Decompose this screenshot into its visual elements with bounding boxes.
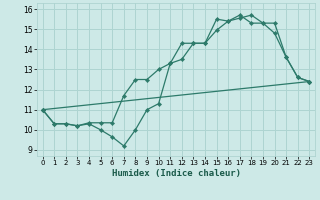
X-axis label: Humidex (Indice chaleur): Humidex (Indice chaleur) <box>111 169 241 178</box>
